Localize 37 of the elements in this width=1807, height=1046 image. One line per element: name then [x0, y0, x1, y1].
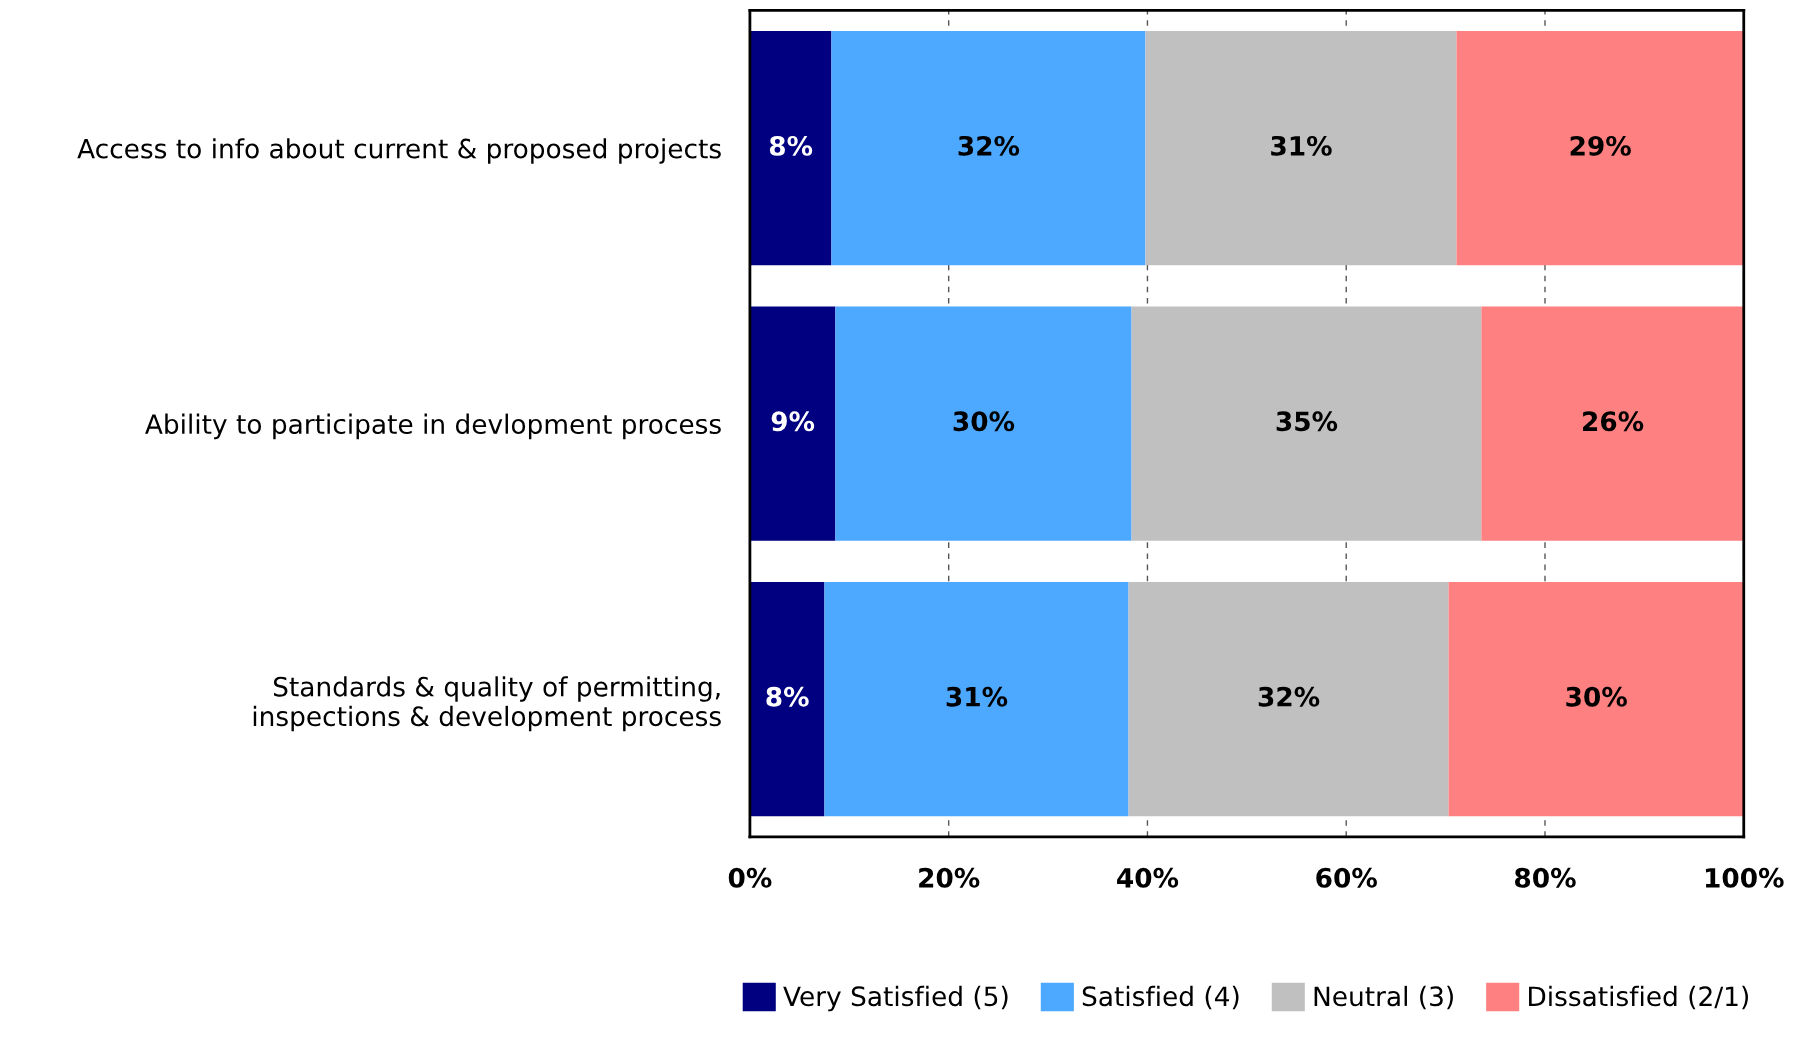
data-label: 26% — [1583, 411, 1644, 432]
bar — [1481, 306, 1744, 541]
x-tick-label: 60% — [1316, 867, 1377, 888]
x-tick-label: 100% — [1705, 867, 1784, 888]
data-label: 8% — [769, 135, 813, 156]
bar — [831, 31, 1146, 266]
x-tick-label: 0% — [728, 867, 772, 888]
data-label: 30% — [1566, 686, 1627, 707]
bar — [749, 306, 836, 541]
data-label: 35% — [1276, 411, 1338, 432]
bar — [749, 31, 832, 266]
y-tick-label: Access to info about current & proposed projects — [77, 138, 721, 164]
x-tick-label: 80% — [1515, 867, 1576, 888]
bar — [1456, 31, 1744, 266]
data-label: 30% — [953, 411, 1015, 432]
bar — [835, 306, 1132, 541]
legend-label: Neutral (3) — [1314, 985, 1453, 1010]
data-label: 31% — [1271, 135, 1332, 156]
legend-label: Satisfied (4) — [1082, 985, 1239, 1010]
data-label: 32% — [958, 135, 1020, 156]
data-label: 29% — [1570, 135, 1631, 156]
bar — [1128, 582, 1449, 817]
bar — [1448, 582, 1744, 817]
data-label: 9% — [771, 411, 815, 432]
bar — [1145, 31, 1457, 266]
y-tick-label: Standards & quality of permitting, inspections & development process — [253, 676, 721, 732]
data-label: 32% — [1258, 686, 1320, 707]
bar — [749, 582, 825, 817]
legend-label: Very Satisfied (5) — [783, 985, 1008, 1012]
bar — [824, 582, 1129, 817]
x-tick-label: 20% — [919, 867, 980, 888]
legend-label: Dissatisfied (2/1) — [1529, 985, 1748, 1010]
x-tick-label: 40% — [1117, 867, 1179, 888]
data-label: 8% — [766, 686, 809, 707]
bar — [1131, 306, 1482, 541]
y-tick-label: Ability to participate in devlopment process — [145, 413, 721, 440]
data-label: 31% — [946, 686, 1008, 707]
